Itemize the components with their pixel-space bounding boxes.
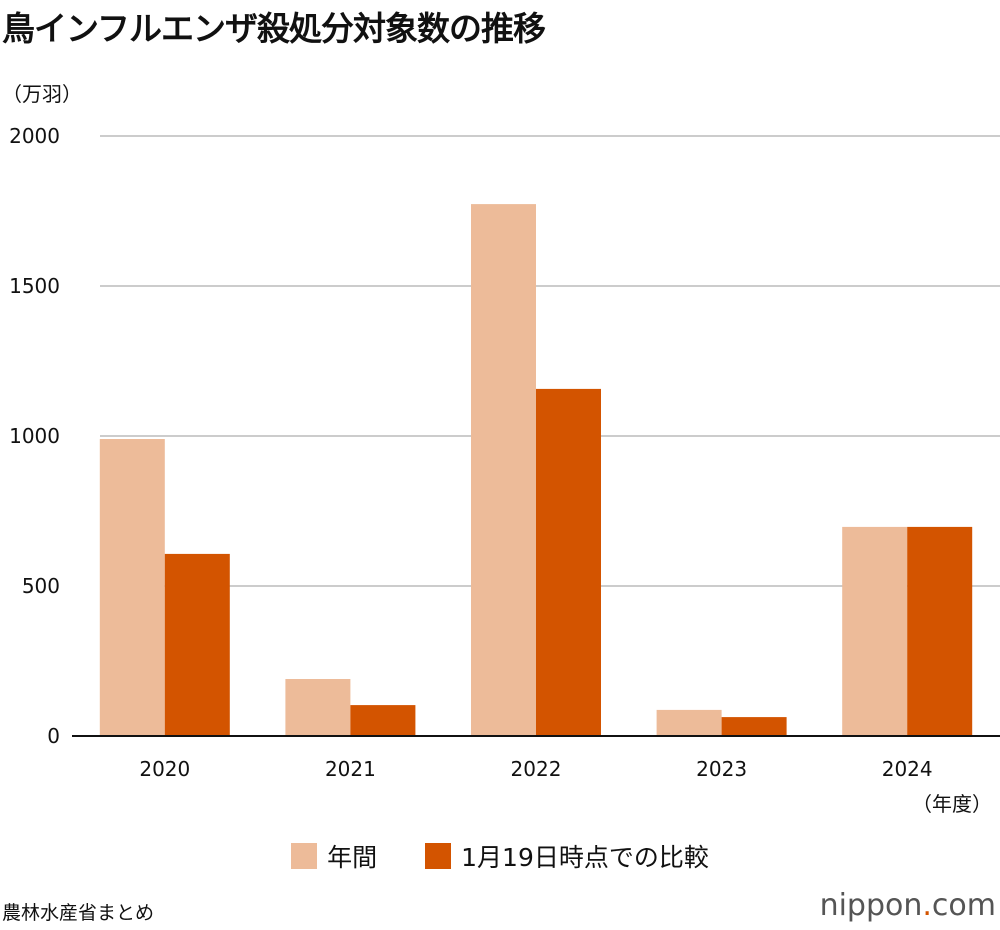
x-axis-label: （年度） <box>912 792 992 816</box>
x-tick-label: 2021 <box>325 757 376 781</box>
bar-2022-0 <box>471 204 536 737</box>
logo-tld: com <box>931 888 996 923</box>
y-tick-label: 1500 <box>9 274 60 298</box>
nippon-logo: nippon.com <box>820 888 996 923</box>
legend: 年間 1月19日時点での比較 <box>0 838 1000 874</box>
bar-2023-1 <box>721 717 787 736</box>
y-tick-label: 500 <box>22 574 60 598</box>
legend-label: 1月19日時点での比較 <box>461 843 709 872</box>
x-tick-label: 2023 <box>696 757 747 781</box>
bar-2021-1 <box>350 705 416 736</box>
y-tick-label: 1000 <box>9 424 60 448</box>
bar-chart: 0 500 1000 1500 2000 2020 2021 2022 2023 2024 <box>9 124 1000 781</box>
x-tick-label: 2024 <box>882 757 933 781</box>
legend-item-annual: 年間 <box>291 838 377 874</box>
bar-2022-1 <box>536 388 601 736</box>
x-tick-label: 2022 <box>511 757 562 781</box>
bar-2021-0 <box>285 679 351 736</box>
legend-swatch <box>291 843 318 869</box>
bar-2020-1 <box>164 553 230 736</box>
bar-2024-1 <box>907 526 973 736</box>
bar-2023-0 <box>656 709 722 736</box>
y-tick-label: 0 <box>47 724 60 748</box>
bar-2024-0 <box>842 526 908 736</box>
legend-label: 年間 <box>327 843 378 872</box>
bar-2020-0 <box>99 439 165 736</box>
logo-dot: . <box>922 888 932 923</box>
legend-item-jan19: 1月19日時点での比較 <box>425 838 709 874</box>
legend-swatch <box>425 843 452 869</box>
y-axis-label: （万羽） <box>2 82 82 106</box>
chart-title: 鳥インフルエンザ殺処分対象数の推移 <box>2 9 546 48</box>
source-note: 農林水産省まとめ <box>2 902 155 924</box>
x-tick-label: 2020 <box>139 757 190 781</box>
y-tick-label: 2000 <box>9 124 60 148</box>
logo-text: nippon <box>819 888 923 923</box>
